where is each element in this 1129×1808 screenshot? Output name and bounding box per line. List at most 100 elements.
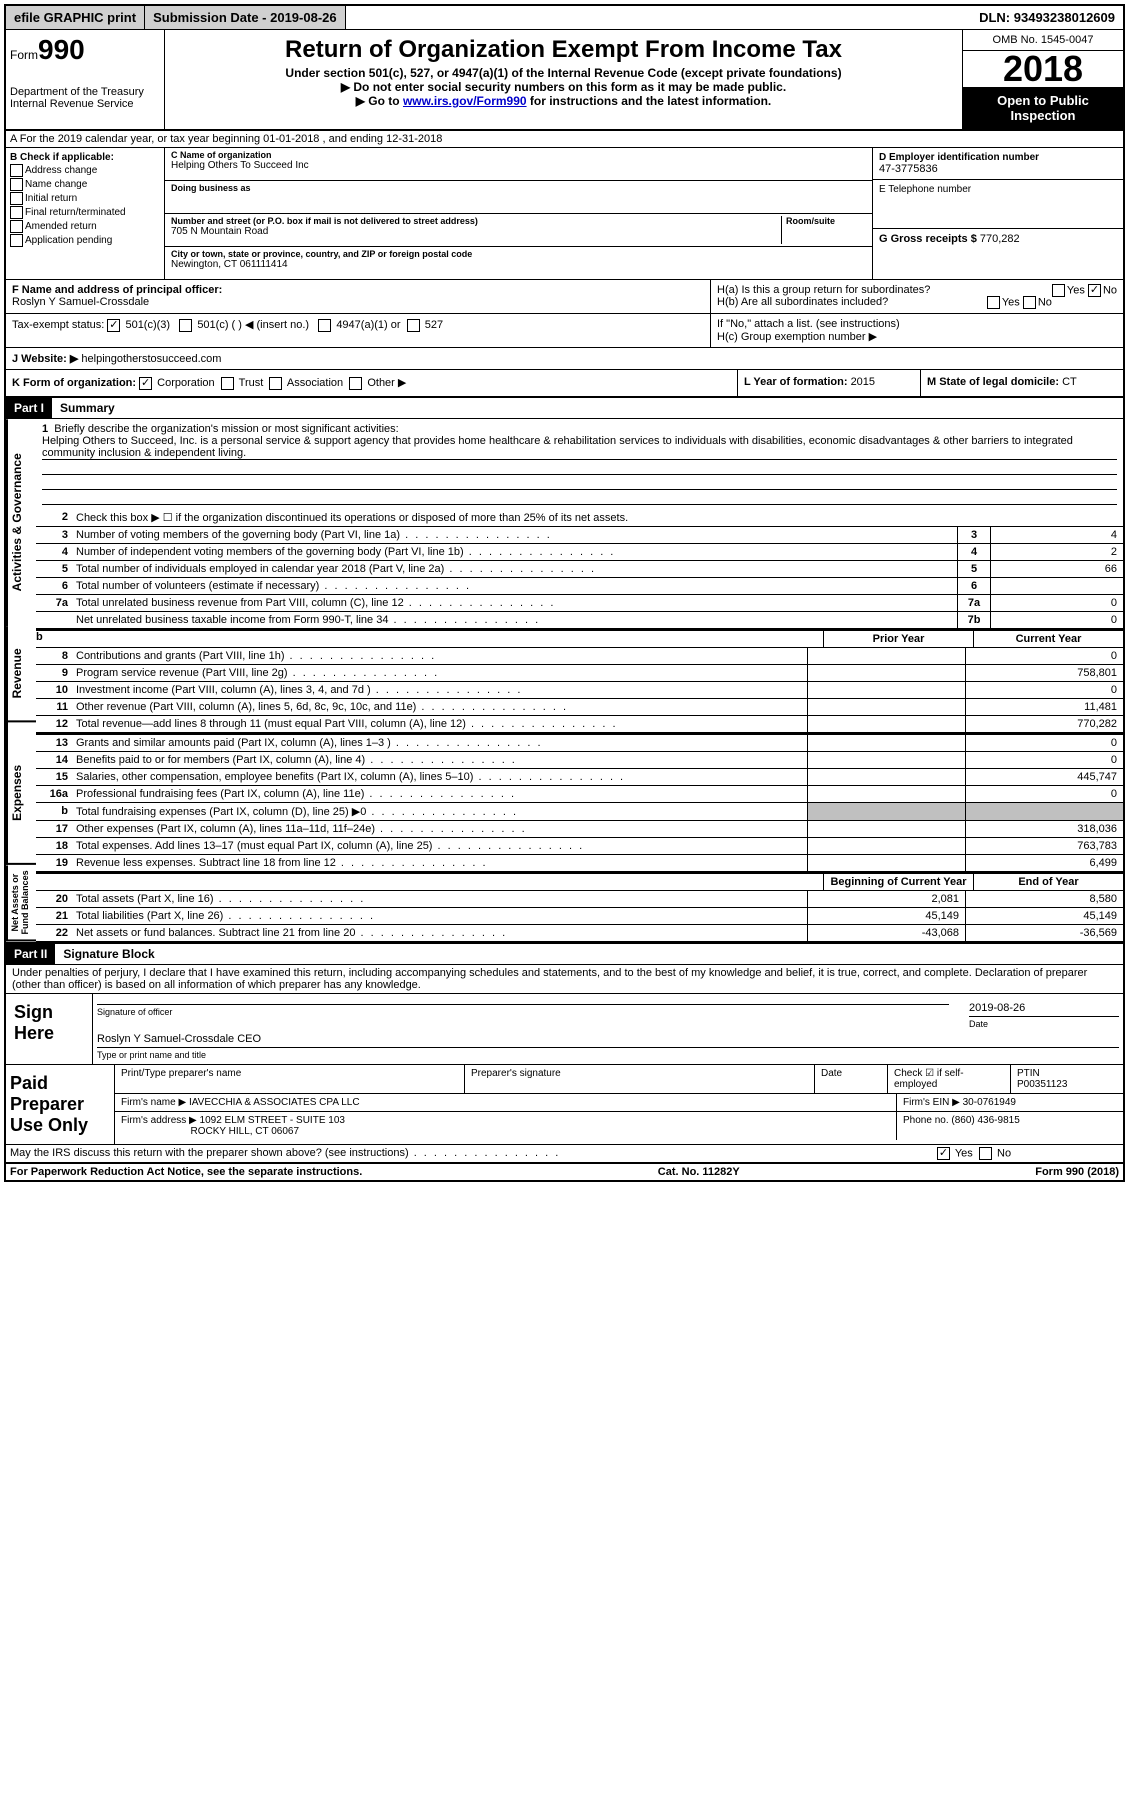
cb-final[interactable]: Final return/terminated [10, 206, 160, 219]
top-bar: efile GRAPHIC print Submission Date - 20… [6, 6, 1123, 30]
j-val: helpingotherstosucceed.com [81, 353, 221, 365]
form-container: efile GRAPHIC print Submission Date - 20… [4, 4, 1125, 1182]
ch-boy: Beginning of Current Year [823, 874, 973, 890]
o-501c3: 501(c)(3) [125, 319, 170, 331]
dln: DLN: 93493238012609 [971, 6, 1123, 29]
paid-line3: Firm's address ▶ 1092 ELM STREET - SUITE… [115, 1112, 1123, 1140]
footer-right: Form 990 (2018) [1035, 1166, 1119, 1178]
cb-4947[interactable] [318, 319, 331, 332]
cb-amended[interactable]: Amended return [10, 220, 160, 233]
col-c-org: C Name of organization Helping Others To… [165, 148, 872, 279]
line-6: 6 Total number of volunteers (estimate i… [36, 578, 1123, 595]
cb-discuss-no[interactable] [979, 1147, 992, 1160]
o-corp: Corporation [157, 377, 214, 389]
room-lbl: Room/suite [786, 216, 866, 226]
row-a-tax-year: A For the 2019 calendar year, or tax yea… [6, 131, 1123, 148]
sign-here: Sign Here [6, 994, 93, 1064]
line-18: 18 Total expenses. Add lines 13–17 (must… [36, 838, 1123, 855]
side-rev: Revenue [6, 626, 36, 722]
form-header: Form990 Department of the Treasury Inter… [6, 30, 1123, 131]
cb-pending[interactable]: Application pending [10, 234, 160, 247]
ch-current: Current Year [973, 631, 1123, 647]
discuss-row: May the IRS discuss this return with the… [6, 1145, 1123, 1164]
phone-lbl: E Telephone number [879, 184, 1117, 195]
ein-val: 47-3775836 [879, 163, 1117, 175]
footer: For Paperwork Reduction Act Notice, see … [6, 1164, 1123, 1180]
prep-date-lbl: Date [815, 1065, 888, 1093]
line-3: 3 Number of voting members of the govern… [36, 527, 1123, 544]
side-gov: Activities & Governance [6, 419, 36, 626]
dept-treasury: Department of the Treasury Internal Reve… [10, 86, 160, 110]
cb-527[interactable] [407, 319, 420, 332]
discuss-txt: May the IRS discuss this return with the… [6, 1145, 931, 1162]
rev-headers: b Prior Year Current Year [36, 629, 1123, 648]
line-10: 10 Investment income (Part VIII, column … [36, 682, 1123, 699]
part1-header: Part I [6, 398, 52, 418]
sign-here-row: Sign Here Signature of officer 2019-08-2… [6, 994, 1123, 1065]
efile-print-button[interactable]: efile GRAPHIC print [6, 6, 145, 29]
org-name: Helping Others To Succeed Inc [171, 160, 866, 171]
signature-block: Under penalties of perjury, I declare th… [6, 965, 1123, 1164]
line-: Net unrelated business taxable income fr… [36, 612, 1123, 629]
city-lbl: City or town, state or province, country… [171, 249, 866, 259]
tax-year: 2018 [963, 51, 1123, 87]
header-center: Return of Organization Exempt From Incom… [165, 30, 962, 129]
phone-row: E Telephone number [873, 180, 1123, 229]
note2b: for instructions and the latest informat… [527, 94, 772, 108]
cb-501c3[interactable] [107, 319, 120, 332]
paid-line2: Firm's name ▶ IAVECCHIA & ASSOCIATES CPA… [115, 1094, 1123, 1112]
col-b-checkboxes: B Check if applicable: Address change Na… [6, 148, 165, 279]
paid-preparer-row: Paid Preparer Use Only Print/Type prepar… [6, 1065, 1123, 1145]
k-lbl: K Form of organization: [12, 377, 136, 389]
cb-other[interactable] [349, 377, 362, 390]
line-13: 13 Grants and similar amounts paid (Part… [36, 735, 1123, 752]
cb-discuss-yes[interactable] [937, 1147, 950, 1160]
part1-header-row: Part I Summary [6, 398, 1123, 419]
o-assoc: Association [287, 377, 343, 389]
cb-initial[interactable]: Initial return [10, 192, 160, 205]
hb-note: If "No," attach a list. (see instruction… [710, 314, 1123, 347]
footer-mid: Cat. No. 11282Y [658, 1166, 740, 1178]
o-527: 527 [425, 319, 443, 331]
cb-corp[interactable] [139, 377, 152, 390]
l-year: L Year of formation: 2015 [737, 370, 920, 396]
line-1: 1 Briefly describe the organization's mi… [36, 419, 1123, 509]
cb-name[interactable]: Name change [10, 178, 160, 191]
o-4947: 4947(a)(1) or [336, 319, 400, 331]
cb-address[interactable]: Address change [10, 164, 160, 177]
gross-lbl: G Gross receipts $ [879, 233, 980, 245]
m-state: M State of legal domicile: CT [920, 370, 1123, 396]
submission-label: Submission Date - [153, 10, 270, 25]
header-right: OMB No. 1545-0047 2018 Open to Public In… [962, 30, 1123, 129]
line-5: 5 Total number of individuals employed i… [36, 561, 1123, 578]
line-9: 9 Program service revenue (Part VIII, li… [36, 665, 1123, 682]
section-bcd: B Check if applicable: Address change Na… [6, 148, 1123, 280]
hc: H(c) Group exemption number ▶ [717, 331, 877, 343]
open-public: Open to Public Inspection [963, 87, 1123, 129]
type-name-lbl: Type or print name and title [97, 1050, 1119, 1060]
col-d: D Employer identification number 47-3775… [872, 148, 1123, 279]
org-name-row: C Name of organization Helping Others To… [165, 148, 872, 181]
cb-assoc[interactable] [269, 377, 282, 390]
cb-trust[interactable] [221, 377, 234, 390]
part2-header: Part II [6, 944, 55, 964]
line-19: 19 Revenue less expenses. Subtract line … [36, 855, 1123, 872]
summary-content: 1 Briefly describe the organization's mi… [36, 419, 1123, 942]
line-21: 21 Total liabilities (Part X, line 26) 4… [36, 908, 1123, 925]
dln-label: DLN: [979, 10, 1014, 25]
j-lbl: J Website: ▶ [12, 353, 78, 365]
form-title: Return of Organization Exempt From Incom… [169, 36, 958, 64]
line-7a: 7a Total unrelated business revenue from… [36, 595, 1123, 612]
side-exp: Expenses [6, 722, 36, 865]
line-12: 12 Total revenue—add lines 8 through 11 … [36, 716, 1123, 733]
hb: H(b) Are all subordinates included? Yes … [717, 296, 1117, 308]
klm-row: K Form of organization: Corporation Trus… [6, 370, 1123, 398]
gross-val: 770,282 [980, 233, 1020, 245]
net-headers: Beginning of Current Year End of Year [36, 872, 1123, 891]
prep-sig-lbl: Preparer's signature [465, 1065, 815, 1093]
irs-link[interactable]: www.irs.gov/Form990 [403, 94, 527, 108]
footer-left: For Paperwork Reduction Act Notice, see … [10, 1166, 362, 1178]
cb-501c[interactable] [179, 319, 192, 332]
fgh-row: F Name and address of principal officer:… [6, 280, 1123, 314]
f-lbl: F Name and address of principal officer: [12, 284, 222, 296]
